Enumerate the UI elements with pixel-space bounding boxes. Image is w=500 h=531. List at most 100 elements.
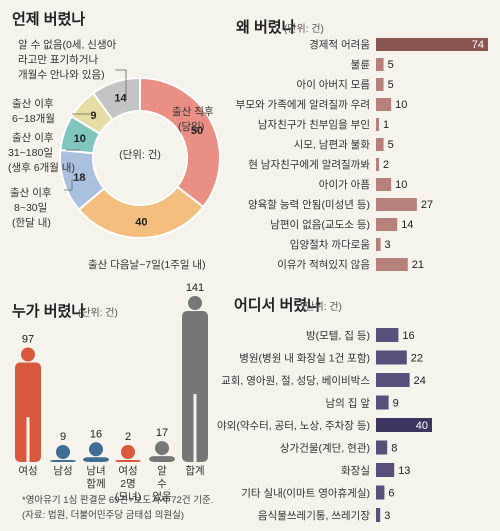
- donut-slice-value: 14: [114, 93, 127, 105]
- bar: [376, 373, 410, 387]
- bar: [376, 395, 389, 410]
- leader-unknown: [115, 69, 127, 98]
- label-birth-2: (당일): [178, 120, 204, 133]
- bar-category-label: 화장실: [341, 465, 370, 477]
- bar-category-label: 불륜: [351, 59, 371, 71]
- pictograph-category-label: (모녀): [115, 491, 141, 503]
- donut-slice-value: 9: [90, 110, 96, 122]
- label-6-18-1: 출산 이후: [12, 98, 54, 110]
- bar: [376, 418, 432, 432]
- label-8-30-2: 8~30일: [14, 201, 47, 214]
- person-body: [83, 457, 109, 462]
- bar-value-label: 3: [385, 239, 391, 251]
- bar-value-label: 74: [472, 39, 484, 51]
- person-head: [121, 445, 135, 459]
- why-bar-chart: 경제적 어려움 74 불륜 5 아이 아버지 모름 5 부모와 가족에게 알려질까 우려 10…: [236, 38, 488, 271]
- person-head: [89, 442, 103, 457]
- person-body: [149, 456, 175, 462]
- bar-category-label: 경제적 어려움: [309, 38, 370, 51]
- bar: [376, 78, 384, 91]
- label-8-30-3: (한달 내): [12, 217, 51, 229]
- bar-value-label: 5: [388, 59, 394, 71]
- where-bar-chart: 방(모텔, 집 등) 16 병원(병원 내 화장실 1건 포함) 22 교회, 영아원,…: [217, 328, 432, 522]
- pictograph-category-label: 없음: [152, 490, 172, 503]
- donut-slice: [77, 185, 205, 239]
- bar-value-label: 3: [384, 510, 390, 522]
- donut-slice-value: 10: [74, 133, 86, 145]
- bar-category-label: 시모, 남편과 불화: [294, 138, 371, 151]
- bar: [376, 508, 381, 522]
- bar-category-label: 방(모텔, 집 등): [306, 330, 370, 342]
- pictograph-value-label: 16: [90, 428, 102, 440]
- where-title: 어디서 버렸나: [234, 297, 321, 314]
- donut-chart: 50 40 18 10 9 14: [59, 76, 221, 239]
- bar-category-label: 교회, 영아원, 절, 성당, 베이비박스: [221, 374, 370, 387]
- footnote-line2: (자료: 법원, 더불어민주당 금태섭 의원실): [22, 510, 184, 521]
- why-unit: (단위: 건): [284, 22, 324, 35]
- person-head: [188, 296, 202, 310]
- bar-value-label: 13: [398, 465, 410, 477]
- bar: [376, 485, 385, 500]
- label-8-30-1: 출산 이후: [10, 187, 52, 199]
- person-head: [21, 347, 35, 362]
- label-6-18-2: 6~18개월: [12, 113, 55, 125]
- bar-value-label: 1: [383, 119, 389, 131]
- bar: [376, 118, 379, 131]
- donut-labels: 알 수 없음(0세, 신생아 라고만 표기하거나 개월수 안나와 있음) 출산 …: [8, 38, 214, 271]
- bar-category-label: 부모와 가족에게 알려질까 우려: [236, 99, 370, 111]
- bar: [376, 258, 408, 271]
- pictograph-category-label: 여성: [118, 465, 137, 477]
- bar: [376, 328, 399, 342]
- bar: [376, 198, 417, 211]
- bar: [376, 463, 395, 477]
- bar-category-label: 양육할 능력 안됨(미성년 등): [248, 199, 370, 211]
- footnote-line1: *영아유기 1심 판결문 69건+보도기사 72건 기준.: [22, 495, 213, 506]
- bar-value-label: 21: [412, 259, 424, 271]
- donut-slice-value: 18: [73, 172, 85, 184]
- bar-category-label: 현 남자친구에게 알려질까봐: [248, 159, 370, 171]
- bar-value-label: 9: [393, 398, 399, 410]
- bar: [376, 138, 384, 151]
- bar-category-label: 남편이 없음(교도소 등): [270, 218, 370, 231]
- label-unknown-2: 라고만 표기하거나: [18, 53, 99, 66]
- pictograph-category-label: 남성: [53, 465, 72, 477]
- pictograph-value-label: 2: [125, 431, 131, 443]
- pictograph-category-label: 함께: [86, 478, 105, 490]
- bar: [376, 58, 384, 71]
- why-title: 왜 버렸나: [236, 19, 296, 36]
- bar-value-label: 5: [388, 139, 394, 151]
- bar-value-label: 10: [395, 99, 407, 111]
- label-31-180-2: 31~180일: [8, 146, 53, 159]
- bar-value-label: 10: [395, 179, 407, 191]
- person-leg-gap: [26, 417, 30, 463]
- person-head: [56, 445, 70, 459]
- pictograph-value-label: 17: [156, 427, 168, 439]
- bar: [376, 350, 407, 365]
- label-unknown-1: 알 수 없음(0세, 신생아: [18, 38, 117, 51]
- bar-value-label: 22: [411, 353, 423, 365]
- pictograph-category-label: 여성: [18, 465, 37, 477]
- bar-category-label: 남의 집 앞: [326, 398, 371, 410]
- bar-value-label: 2: [383, 159, 389, 171]
- person-body: [182, 311, 208, 462]
- person-head: [155, 441, 169, 456]
- bar-category-label: 병원(병원 내 화장실 1건 포함): [239, 353, 370, 365]
- pictograph-value-label: 141: [186, 282, 204, 294]
- bar: [376, 238, 381, 251]
- bar-category-label: 상가건물(계단, 현관): [280, 443, 370, 455]
- label-31-180-3: (생후 6개월 내): [8, 162, 75, 174]
- leader-8-30: [64, 179, 86, 191]
- donut-center-label: (단위: 건): [119, 148, 161, 161]
- bar-category-label: 아이가 아픔: [319, 179, 371, 191]
- donut-slice: [91, 76, 141, 122]
- donut-slice: [139, 76, 221, 209]
- who-title: 누가 버렸나: [12, 303, 85, 320]
- bar-value-label: 6: [388, 488, 394, 500]
- bar: [376, 38, 488, 51]
- bar-value-label: 16: [402, 330, 414, 342]
- label-birth-1: 출산 직후: [172, 106, 214, 118]
- bar-value-label: 24: [414, 375, 426, 387]
- bar: [376, 98, 392, 111]
